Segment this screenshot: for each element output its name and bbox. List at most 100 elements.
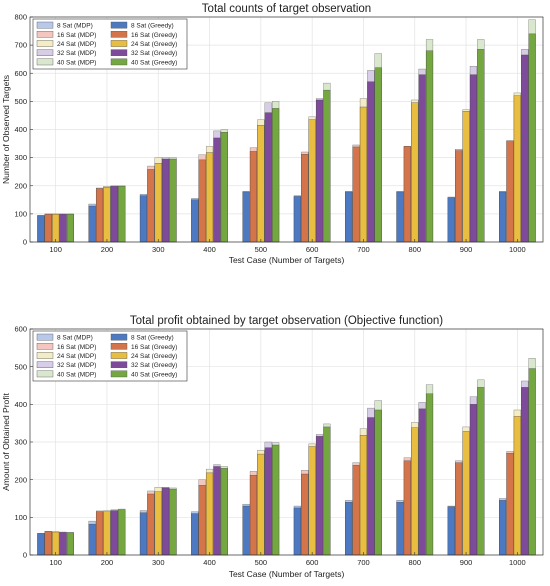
bar-greedy [323,426,331,556]
bar-greedy [37,215,45,243]
legend: 8 Sat (MDP) 8 Sat (Greedy) 16 Sat (MDP) 16 … [32,18,188,70]
x-tick-label: 1000 [509,558,526,567]
legend-swatch [110,352,128,359]
x-tick-label: 800 [408,558,421,567]
bar-greedy [139,195,148,243]
legend-swatch [36,370,54,378]
bar-greedy [513,416,521,556]
bar-greedy [418,408,426,556]
legend-entry: 16 Sat (MDP) [57,344,96,351]
bar-greedy [162,487,170,556]
y-axis-label: Number of Observed Targets [1,75,11,184]
x-tick-label: 700 [357,245,370,254]
legend-swatch [110,21,128,29]
x-axis-label: Test Case (Number of Targets) [229,569,345,579]
x-tick-label: 800 [408,245,421,254]
legend-swatch [36,31,54,38]
x-tick-label: 600 [306,558,319,567]
bar-greedy [506,140,514,243]
legend-entry: 16 Sat (Greedy) [131,344,177,351]
legend-entry: 24 Sat (Greedy) [131,41,177,48]
x-tick-label: 900 [460,245,473,254]
chart-1: 0 100 200 300 400 500 600 700 800 100 200 300 400 500… [1,3,544,265]
legend-entry: 24 Sat (MDP) [57,353,96,360]
bar-greedy [411,102,419,243]
bar-greedy [52,531,60,556]
bar-greedy [110,186,118,243]
bar-greedy [403,146,411,243]
chart-title: Total profit obtained by target observat… [130,315,443,327]
y-tick-label: 400 [14,400,27,409]
bar-greedy [272,444,280,556]
y-tick-label: 200 [14,181,27,190]
y-tick-label: 500 [14,97,27,106]
x-tick-label: 500 [255,245,268,254]
bar-greedy [95,511,104,556]
bar-greedy [213,466,221,556]
x-tick-label: 200 [101,245,114,254]
legend-swatch [110,333,128,341]
bar-greedy [169,488,177,556]
bar-greedy [455,150,463,243]
bar-greedy [272,108,280,243]
legend-entry: 8 Sat (Greedy) [131,23,174,30]
y-tick-label: 300 [14,153,27,162]
bar-greedy [301,154,309,243]
bar-greedy [345,502,353,556]
x-tick-label: 100 [49,245,62,254]
bar-greedy [425,393,434,556]
bar-greedy [315,99,324,243]
legend-swatch [36,361,54,369]
legend-entry: 40 Sat (Greedy) [131,371,177,378]
y-tick-label: 100 [14,209,27,218]
x-tick-label: 700 [357,558,370,567]
bar-greedy [367,81,375,243]
bar-greedy [418,74,426,243]
legend-entry: 16 Sat (Greedy) [131,32,177,39]
y-tick-label: 400 [14,125,27,134]
bar-greedy [198,485,206,556]
legend-swatch [110,40,128,47]
bar-greedy [396,502,404,556]
bar-greedy [118,186,126,243]
bar-greedy [308,446,316,556]
legend-swatch [36,58,54,66]
bar-greedy [506,453,514,556]
bar-greedy [315,436,324,556]
bar-greedy [257,125,265,243]
bar-greedy [88,523,96,556]
bar-greedy [425,50,434,243]
chart-title: Total counts of target observation [202,3,371,15]
bar-greedy [396,191,404,243]
bar-greedy [528,368,536,556]
bar-greedy [220,132,228,243]
legend-entry: 32 Sat (Greedy) [131,50,177,57]
bar-greedy [66,213,74,243]
bar-greedy [367,417,375,556]
legend-entry: 16 Sat (MDP) [57,32,96,39]
legend-swatch [36,333,54,341]
bar-greedy [499,500,507,556]
bar-greedy [477,49,485,243]
bar-greedy [249,474,258,556]
x-tick-label: 1000 [509,245,526,254]
bar-greedy [455,462,463,556]
bar-greedy [249,151,258,243]
legend-swatch [110,31,128,38]
bar-greedy [191,513,199,556]
bar-greedy [345,191,353,243]
y-tick-label: 700 [14,41,27,50]
y-tick-label: 600 [14,69,27,78]
bar-greedy [374,409,382,556]
bar-greedy [257,453,265,556]
bar-greedy [447,506,455,556]
bar-greedy [403,460,411,556]
x-tick-label: 300 [152,245,165,254]
legend-entry: 8 Sat (MDP) [57,335,93,342]
bar-greedy [411,427,419,556]
bar-greedy [352,146,360,243]
legend-entry: 8 Sat (MDP) [57,23,93,30]
x-axis-label: Test Case (Number of Targets) [229,255,345,265]
